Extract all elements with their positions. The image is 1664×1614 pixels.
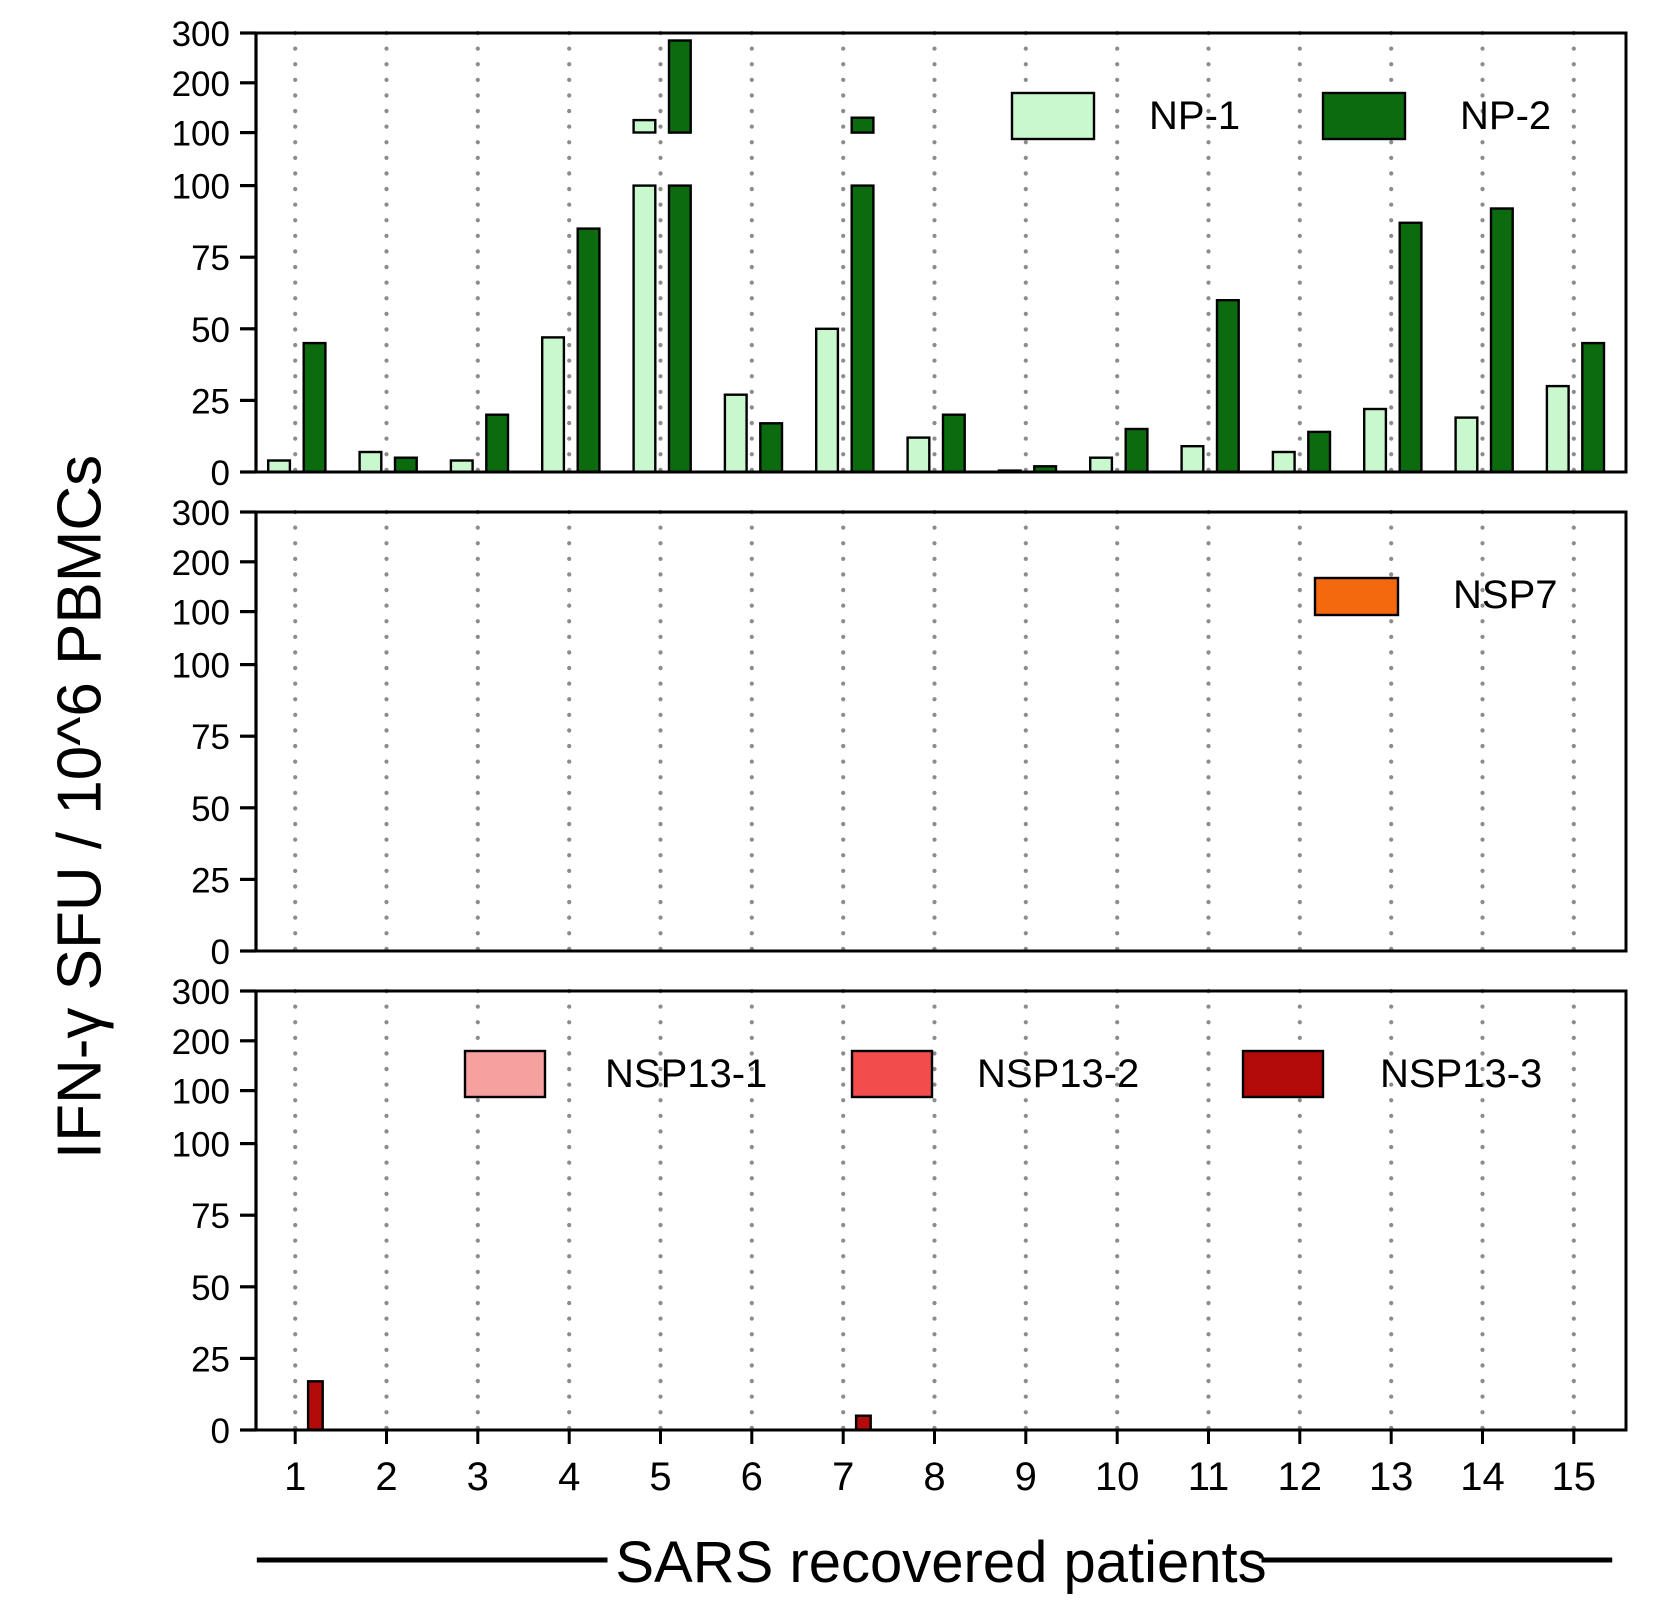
svg-text:75: 75 bbox=[191, 239, 230, 278]
svg-text:14: 14 bbox=[1460, 1455, 1505, 1499]
svg-text:25: 25 bbox=[191, 1340, 230, 1379]
svg-text:1: 1 bbox=[284, 1455, 306, 1499]
svg-text:NSP13-1: NSP13-1 bbox=[605, 1052, 767, 1096]
svg-text:300: 300 bbox=[172, 494, 230, 533]
svg-text:75: 75 bbox=[191, 718, 230, 757]
svg-text:200: 200 bbox=[172, 544, 230, 583]
svg-text:100: 100 bbox=[172, 1126, 230, 1165]
svg-text:50: 50 bbox=[191, 790, 230, 829]
svg-text:25: 25 bbox=[191, 382, 230, 421]
svg-text:15: 15 bbox=[1552, 1455, 1597, 1499]
svg-text:50: 50 bbox=[191, 311, 230, 350]
svg-text:300: 300 bbox=[172, 15, 230, 54]
svg-text:0: 0 bbox=[211, 454, 230, 493]
svg-text:NSP7: NSP7 bbox=[1453, 573, 1558, 617]
svg-text:300: 300 bbox=[172, 973, 230, 1012]
svg-text:11: 11 bbox=[1188, 1455, 1230, 1499]
svg-text:6: 6 bbox=[741, 1455, 763, 1499]
svg-text:9: 9 bbox=[1015, 1455, 1037, 1499]
svg-text:SARS recovered patients: SARS recovered patients bbox=[615, 1530, 1266, 1595]
svg-text:12: 12 bbox=[1278, 1455, 1323, 1499]
svg-text:8: 8 bbox=[923, 1455, 945, 1499]
svg-text:3: 3 bbox=[467, 1455, 489, 1499]
svg-text:NP-2: NP-2 bbox=[1460, 94, 1551, 138]
svg-text:13: 13 bbox=[1369, 1455, 1414, 1499]
svg-text:5: 5 bbox=[649, 1455, 671, 1499]
svg-text:100: 100 bbox=[172, 594, 230, 633]
svg-text:7: 7 bbox=[832, 1455, 854, 1499]
svg-text:NP-1: NP-1 bbox=[1149, 94, 1240, 138]
svg-text:100: 100 bbox=[172, 1073, 230, 1112]
svg-text:100: 100 bbox=[172, 647, 230, 686]
svg-text:4: 4 bbox=[558, 1455, 580, 1499]
svg-text:200: 200 bbox=[172, 1023, 230, 1062]
svg-text:25: 25 bbox=[191, 861, 230, 900]
svg-text:NSP13-3: NSP13-3 bbox=[1380, 1052, 1542, 1096]
svg-text:200: 200 bbox=[172, 65, 230, 104]
svg-text:100: 100 bbox=[172, 168, 230, 207]
svg-text:0: 0 bbox=[211, 1412, 230, 1451]
svg-text:NSP13-2: NSP13-2 bbox=[977, 1052, 1139, 1096]
svg-text:75: 75 bbox=[191, 1197, 230, 1236]
svg-text:0: 0 bbox=[211, 933, 230, 972]
svg-text:2: 2 bbox=[375, 1455, 397, 1499]
svg-text:50: 50 bbox=[191, 1269, 230, 1308]
svg-text:10: 10 bbox=[1095, 1455, 1140, 1499]
svg-text:100: 100 bbox=[172, 115, 230, 154]
